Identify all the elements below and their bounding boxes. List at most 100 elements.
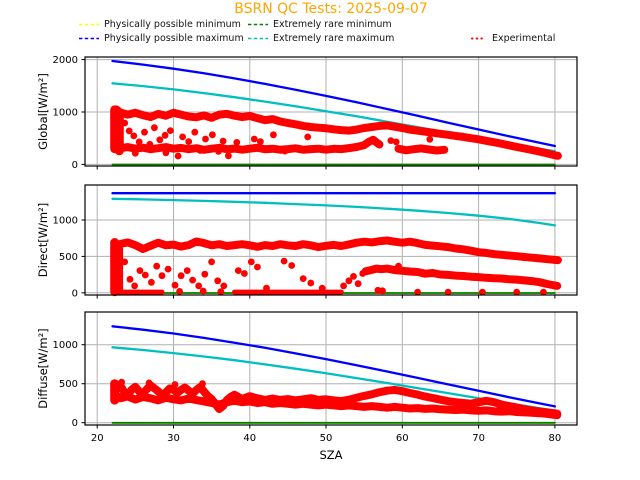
experimental-point xyxy=(288,262,296,269)
experimental-point xyxy=(118,378,125,386)
experimental-point xyxy=(304,133,312,141)
y-tick-label: 0 xyxy=(72,288,78,299)
experimental-point xyxy=(151,124,158,132)
y-tick-label: 1000 xyxy=(53,340,78,351)
y-tick-label: 1000 xyxy=(53,216,78,227)
experimental-point xyxy=(179,133,187,141)
experimental-point xyxy=(444,288,452,296)
experimental-point xyxy=(183,267,191,274)
experimental-point xyxy=(281,147,289,155)
experimental-point xyxy=(177,272,185,280)
x-tick-label: 70 xyxy=(472,433,485,444)
dashed-line-icon xyxy=(79,23,99,25)
experimental-point xyxy=(153,262,161,270)
x-tick-label: 20 xyxy=(91,433,104,444)
experimental-point xyxy=(121,119,129,127)
experimental-point xyxy=(185,138,193,146)
experimental-point xyxy=(359,270,367,277)
experimental-point xyxy=(340,282,347,290)
experimental-point xyxy=(307,279,315,287)
dashed-line-icon xyxy=(79,37,99,39)
er-max-line xyxy=(111,197,557,227)
experimental-band xyxy=(112,391,562,420)
legend-item-pp-max: Physically possible maximum xyxy=(78,31,247,45)
experimental-point xyxy=(220,282,228,290)
experimental-point xyxy=(247,258,255,266)
experimental-point xyxy=(145,379,153,387)
axes-frame xyxy=(84,184,578,296)
experimental-point xyxy=(135,138,143,146)
experimental-point xyxy=(167,127,174,134)
experimental-point xyxy=(130,132,138,140)
experimental-point xyxy=(156,136,164,144)
experimental-point xyxy=(174,152,182,160)
legend-item-er-min: Extremely rare minimum xyxy=(247,17,470,31)
experimental-point xyxy=(392,138,400,146)
x-tick-label: 30 xyxy=(167,433,180,444)
experimental-band xyxy=(112,236,562,265)
experimental-point xyxy=(250,135,258,143)
experimental-point xyxy=(234,267,242,274)
experimental-point xyxy=(379,287,386,295)
experimental-point xyxy=(395,262,402,270)
experimental-point xyxy=(121,258,129,266)
chart-title: BSRN QC Tests: 2025-09-07 xyxy=(234,1,428,17)
experimental-point xyxy=(354,280,362,288)
experimental-point xyxy=(233,139,241,146)
y-tick-label: 0 xyxy=(72,418,78,429)
experimental-point xyxy=(191,128,199,136)
legend-item-experimental: Experimental xyxy=(470,31,555,45)
experimental-point xyxy=(202,135,209,143)
axes-frame xyxy=(84,311,578,426)
experimental-point xyxy=(171,281,179,289)
experimental-point xyxy=(146,140,154,148)
legend: Physically possible minimum Extremely ra… xyxy=(78,17,555,45)
x-tick-label: 50 xyxy=(320,433,333,444)
experimental-point xyxy=(158,272,166,280)
experimental-point xyxy=(131,149,139,157)
x-tick-label: 60 xyxy=(396,433,409,444)
y-axis-label: Direct[W/m²] xyxy=(36,203,50,277)
experimental-point xyxy=(219,137,227,145)
experimental-point xyxy=(189,276,197,284)
experimental-band xyxy=(361,264,562,290)
experimental-point xyxy=(126,275,134,283)
experimental-band xyxy=(112,381,562,418)
y-tick-label: 500 xyxy=(59,252,78,263)
experimental-point xyxy=(513,288,521,296)
experimental-point xyxy=(171,381,179,388)
experimental-point xyxy=(270,131,277,139)
legend-label: Extremely rare maximum xyxy=(273,32,395,44)
dashed-line-icon xyxy=(248,37,268,39)
experimental-point xyxy=(125,127,133,135)
experimental-band xyxy=(394,144,449,155)
experimental-point xyxy=(225,152,232,160)
experimental-point xyxy=(195,282,203,290)
y-axis-label: Diffuse[W/m²] xyxy=(36,328,50,408)
experimental-point xyxy=(199,380,206,388)
experimental-point xyxy=(479,288,486,296)
experimental-point xyxy=(162,149,170,157)
experimental-point xyxy=(350,273,357,280)
experimental-point xyxy=(299,275,307,282)
experimental-point xyxy=(217,288,225,296)
experimental-point xyxy=(176,288,184,295)
experimental-band xyxy=(116,135,384,154)
pp-max-line xyxy=(111,325,557,408)
legend-label: Extremely rare minimum xyxy=(273,18,392,30)
experimental-point xyxy=(141,128,148,136)
experimental-point xyxy=(209,131,216,139)
experimental-point xyxy=(161,131,169,139)
y-tick-label: 500 xyxy=(59,379,78,390)
experimental-point xyxy=(214,277,222,285)
experimental-point xyxy=(164,265,172,273)
legend-label: Experimental xyxy=(492,32,556,44)
experimental-point xyxy=(263,284,270,292)
legend-item-er-max: Extremely rare maximum xyxy=(247,31,470,45)
x-tick-label: 40 xyxy=(243,433,256,444)
experimental-point xyxy=(254,263,261,271)
